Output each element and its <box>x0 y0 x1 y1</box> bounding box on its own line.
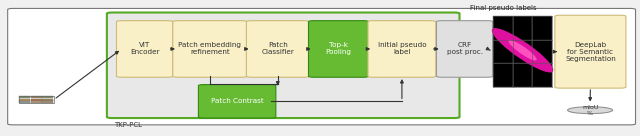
FancyBboxPatch shape <box>513 40 532 64</box>
Ellipse shape <box>492 28 554 72</box>
Ellipse shape <box>568 107 612 114</box>
FancyBboxPatch shape <box>42 96 53 98</box>
FancyBboxPatch shape <box>513 64 532 87</box>
FancyBboxPatch shape <box>31 96 42 98</box>
Text: TKP-PCL: TKP-PCL <box>114 122 142 128</box>
Text: DeepLab
for Semantic
Segmentation: DeepLab for Semantic Segmentation <box>565 42 616 62</box>
FancyBboxPatch shape <box>368 21 436 77</box>
FancyBboxPatch shape <box>436 21 493 77</box>
Text: mIoU
%: mIoU % <box>582 105 598 116</box>
FancyBboxPatch shape <box>493 64 513 87</box>
Text: Patch
Classifier: Patch Classifier <box>261 42 294 55</box>
FancyBboxPatch shape <box>246 21 309 77</box>
FancyBboxPatch shape <box>493 16 513 40</box>
Text: CRF
post proc.: CRF post proc. <box>447 42 483 55</box>
FancyBboxPatch shape <box>493 40 513 64</box>
Text: Patch embedding
refinement: Patch embedding refinement <box>179 42 241 55</box>
Text: Initial pseudo
label: Initial pseudo label <box>378 42 426 55</box>
Text: Top-k
Pooling: Top-k Pooling <box>326 42 351 55</box>
FancyBboxPatch shape <box>42 99 53 101</box>
Ellipse shape <box>508 40 537 61</box>
Text: Patch Contrast: Patch Contrast <box>211 98 264 104</box>
FancyBboxPatch shape <box>532 40 552 64</box>
Text: ViT
Encoder: ViT Encoder <box>130 42 159 55</box>
FancyBboxPatch shape <box>532 16 552 40</box>
FancyBboxPatch shape <box>173 21 247 77</box>
FancyBboxPatch shape <box>19 99 30 101</box>
FancyBboxPatch shape <box>19 101 30 103</box>
FancyBboxPatch shape <box>513 16 532 40</box>
FancyBboxPatch shape <box>107 13 460 118</box>
FancyBboxPatch shape <box>116 21 173 77</box>
FancyBboxPatch shape <box>198 85 276 118</box>
Text: Final pseudo labels: Final pseudo labels <box>470 5 537 11</box>
FancyBboxPatch shape <box>555 15 626 88</box>
FancyBboxPatch shape <box>42 101 53 103</box>
FancyBboxPatch shape <box>31 99 42 101</box>
FancyBboxPatch shape <box>8 8 636 125</box>
FancyBboxPatch shape <box>31 101 42 103</box>
FancyBboxPatch shape <box>308 21 369 77</box>
FancyBboxPatch shape <box>19 96 30 98</box>
FancyBboxPatch shape <box>532 64 552 87</box>
